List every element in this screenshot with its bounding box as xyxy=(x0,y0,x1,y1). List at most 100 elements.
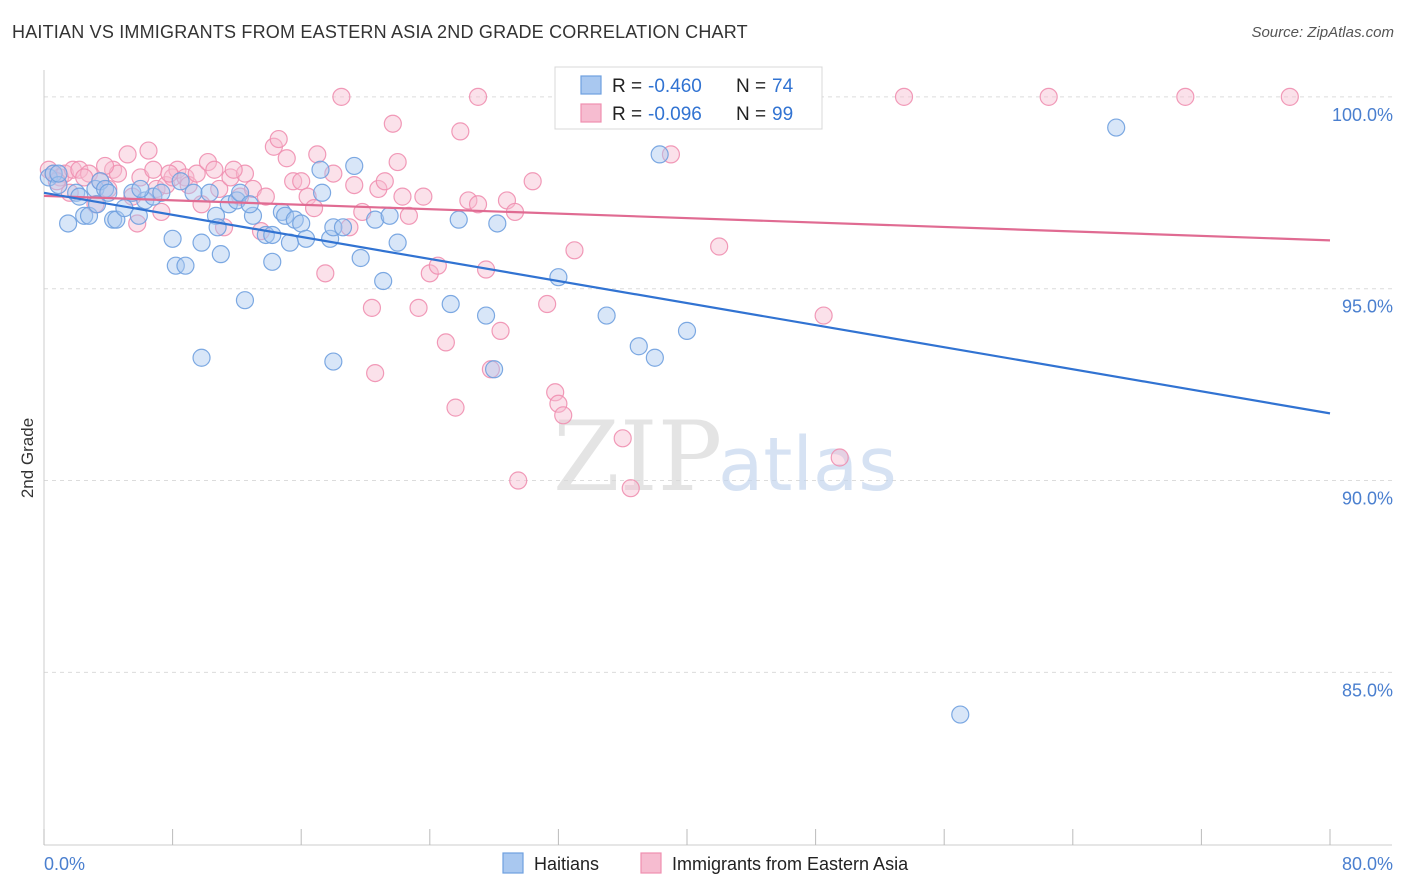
point-haitians-21 xyxy=(176,256,195,275)
point-haitians-26 xyxy=(206,206,226,225)
point-immigrants-47 xyxy=(340,218,359,237)
chart-title: HAITIAN VS IMMIGRANTS FROM EASTERN ASIA … xyxy=(12,22,748,42)
legend-label-haitians: Haitians xyxy=(534,854,599,874)
stats-swatch-pink xyxy=(580,103,602,123)
point-haitians-57 xyxy=(476,306,496,325)
point-immigrants-76 xyxy=(554,406,573,425)
point-haitians-62 xyxy=(629,337,648,356)
point-immigrants-53 xyxy=(383,114,402,133)
point-immigrants-54 xyxy=(388,152,407,172)
point-haitians-59 xyxy=(488,214,507,233)
stats-swatch-blue xyxy=(580,75,602,95)
stats-n-value-2: 99 xyxy=(772,104,793,125)
point-haitians-25 xyxy=(200,183,219,202)
y-tick-label-90: 90.0% xyxy=(1342,489,1393,509)
point-haitians-61 xyxy=(597,306,616,325)
point-haitians-38 xyxy=(276,206,295,225)
point-haitians-23 xyxy=(184,183,203,202)
point-immigrants-39 xyxy=(277,149,296,168)
stats-box: R = -0.460 N = 74 R = -0.096 N = 99 xyxy=(554,66,823,130)
point-haitians-48 xyxy=(333,218,353,237)
y-axis-label: 2nd Grade xyxy=(18,418,37,498)
point-immigrants-61 xyxy=(436,333,455,352)
point-haitians-15 xyxy=(129,206,148,225)
point-immigrants-95 xyxy=(95,156,115,176)
point-immigrants-73 xyxy=(538,294,557,314)
point-immigrants-25 xyxy=(187,164,206,183)
point-immigrants-48 xyxy=(345,175,364,195)
point-immigrants-12 xyxy=(118,145,137,164)
point-immigrants-84 xyxy=(814,306,833,325)
point-haitians-65 xyxy=(677,321,697,340)
point-haitians-63 xyxy=(645,348,664,367)
series-haitians-points xyxy=(39,118,1126,724)
watermark: ZIP atlas xyxy=(553,401,897,513)
point-haitians-22 xyxy=(171,172,190,191)
point-immigrants-74 xyxy=(546,383,565,402)
point-immigrants-80 xyxy=(621,479,640,498)
point-immigrants-50 xyxy=(362,298,382,317)
x-tick-label-80: 80.0% xyxy=(1342,854,1393,874)
legend-label-immigrants: Immigrants from Eastern Asia xyxy=(672,854,909,874)
legend-swatch-immigrants xyxy=(640,852,662,874)
point-haitians-54 xyxy=(388,233,407,252)
point-immigrants-56 xyxy=(399,206,419,225)
point-immigrants-77 xyxy=(565,241,584,260)
legend-swatch-haitians xyxy=(502,852,524,874)
point-immigrants-44 xyxy=(316,264,335,283)
point-immigrants-46 xyxy=(332,87,351,106)
point-haitians-53 xyxy=(380,206,399,225)
point-immigrants-86 xyxy=(894,87,914,106)
point-haitians-68 xyxy=(951,705,970,724)
point-haitians-24 xyxy=(192,233,211,252)
point-immigrants-57 xyxy=(409,298,428,317)
point-haitians-43 xyxy=(311,160,330,179)
point-haitians-1 xyxy=(44,164,63,183)
point-haitians-28 xyxy=(211,245,230,264)
point-immigrants-29 xyxy=(210,179,229,199)
point-haitians-64 xyxy=(650,145,669,164)
x-tick-label-0: 0.0% xyxy=(44,854,85,874)
point-immigrants-75 xyxy=(549,394,568,413)
point-immigrants-93 xyxy=(224,160,243,179)
point-immigrants-68 xyxy=(491,321,510,340)
point-haitians-44 xyxy=(312,183,332,202)
point-immigrants-91 xyxy=(366,363,385,383)
point-haitians-19 xyxy=(163,229,182,248)
point-haitians-5 xyxy=(75,206,94,225)
stats-r-value-2: -0.096 xyxy=(648,104,702,125)
point-haitians-49 xyxy=(345,156,364,176)
point-haitians-46 xyxy=(324,218,343,237)
chart-source: Source: ZipAtlas.com xyxy=(1251,24,1394,41)
point-immigrants-16 xyxy=(139,141,158,160)
point-immigrants-90 xyxy=(468,87,488,106)
point-immigrants-64 xyxy=(459,191,478,210)
point-immigrants-52 xyxy=(375,172,394,191)
point-immigrants-88 xyxy=(1176,87,1195,106)
point-immigrants-85 xyxy=(830,448,849,467)
point-immigrants-14 xyxy=(128,214,147,233)
point-haitians-47 xyxy=(324,352,343,371)
trend-line-immigrants xyxy=(43,194,1331,242)
point-immigrants-36 xyxy=(256,187,275,206)
point-haitians-52 xyxy=(374,271,393,291)
point-haitians-71 xyxy=(240,195,259,214)
point-immigrants-55 xyxy=(393,187,412,206)
point-immigrants-65 xyxy=(468,195,488,214)
point-immigrants-87 xyxy=(1039,87,1058,106)
point-immigrants-17 xyxy=(144,160,163,179)
trend-lines xyxy=(43,191,1331,415)
point-haitians-32 xyxy=(235,291,255,310)
stats-n-value-1: 74 xyxy=(772,76,794,97)
legend: Haitians Immigrants from Eastern Asia xyxy=(502,852,909,874)
point-immigrants-41 xyxy=(292,172,311,191)
point-immigrants-71 xyxy=(509,471,528,490)
point-haitians-56 xyxy=(449,210,468,229)
stats-n-label-2: N = xyxy=(736,104,766,125)
point-haitians-70 xyxy=(131,179,150,199)
stats-n-label-1: N = xyxy=(736,76,766,97)
stats-r-label-2: R = xyxy=(612,104,642,125)
point-haitians-66 xyxy=(192,348,211,367)
point-immigrants-92 xyxy=(304,199,324,218)
point-haitians-55 xyxy=(441,294,460,314)
